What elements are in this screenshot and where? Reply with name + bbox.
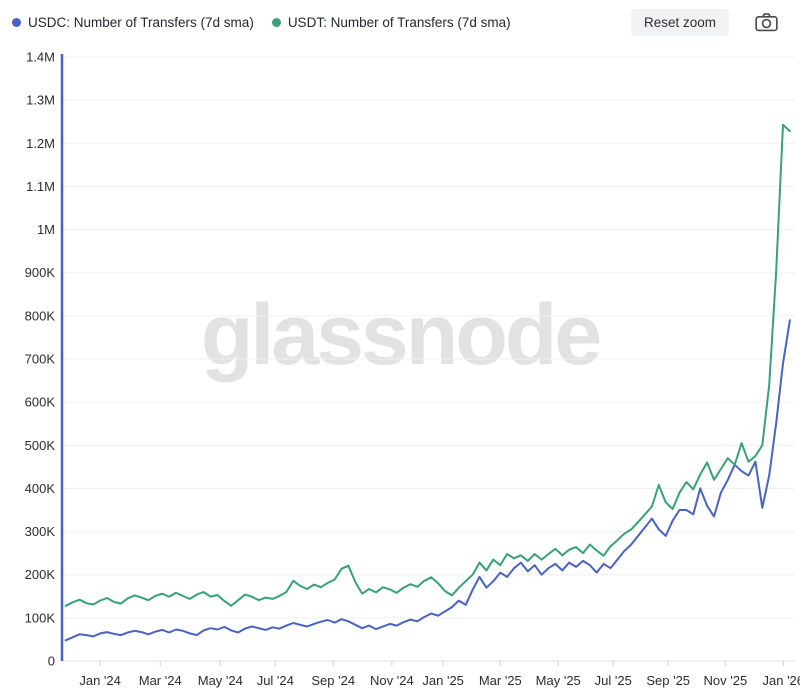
usdc-series-dot-icon (12, 17, 21, 27)
y-tick-label: 200K (25, 567, 56, 582)
x-tick-label: May '24 (198, 673, 243, 688)
y-tick-label: 1.1M (26, 179, 55, 194)
x-tick-label: Nov '24 (370, 673, 414, 688)
chart-controls: Reset zoom (630, 8, 778, 36)
y-tick-label: 800K (25, 308, 56, 323)
x-tick-label: Jan '26 (763, 673, 800, 688)
x-tick-label: Mar '25 (479, 673, 522, 688)
y-tick-label: 300K (25, 524, 56, 539)
x-tick-label: Sep '24 (311, 673, 355, 688)
y-tick-label: 1.3M (26, 93, 55, 108)
x-tick-label: Sep '25 (646, 673, 690, 688)
y-tick-label: 500K (25, 438, 56, 453)
legend-label-usdt: USDT: Number of Transfers (7d sma) (287, 14, 511, 30)
legend-item-usdc[interactable]: USDC: Number of Transfers (7d sma) (12, 15, 254, 30)
x-tick-label: Jul '25 (595, 673, 632, 688)
x-tick-label: Jul '24 (257, 673, 294, 688)
y-tick-label: 600K (25, 395, 56, 410)
series-line-usdt[interactable] (64, 123, 791, 607)
y-tick-label: 700K (25, 352, 56, 367)
y-tick-label: 100K (25, 610, 56, 625)
y-tick-label: 400K (25, 481, 56, 496)
series-line-usdc[interactable] (64, 319, 791, 642)
y-tick-label: 0 (48, 654, 55, 669)
usdt-series-dot-icon (271, 17, 281, 27)
legend-item-usdt[interactable]: USDT: Number of Transfers (7d sma) (271, 14, 511, 30)
reset-zoom-button[interactable]: Reset zoom (630, 8, 729, 36)
y-tick-label: 1.2M (26, 136, 55, 151)
legend-label-usdc: USDC: Number of Transfers (7d sma) (28, 14, 254, 30)
x-tick-label: Jan '24 (79, 673, 121, 688)
y-tick-label: 900K (25, 265, 56, 280)
x-tick-label: Mar '24 (139, 673, 182, 688)
x-tick-label: Jan '25 (422, 673, 464, 688)
chart-legend: USDC: Number of Transfers (7d sma) USDT:… (12, 15, 511, 30)
x-tick-label: May '25 (536, 673, 581, 688)
y-tick-label: 1M (37, 222, 55, 237)
chart-toolbar: USDC: Number of Transfers (7d sma) USDT:… (0, 0, 800, 44)
y-tick-label: 1.4M (26, 50, 55, 65)
camera-icon[interactable] (755, 12, 778, 32)
x-tick-label: Nov '25 (704, 673, 748, 688)
